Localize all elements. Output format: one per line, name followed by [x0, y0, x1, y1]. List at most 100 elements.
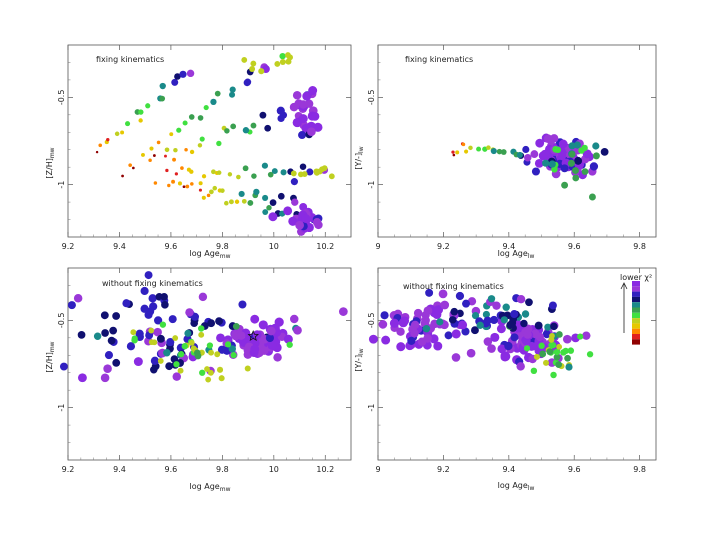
- data-point: [128, 163, 132, 167]
- data-point: [560, 164, 569, 173]
- data-point: [73, 294, 83, 303]
- data-point: [186, 69, 195, 78]
- data-point: [510, 333, 519, 342]
- data-point: [156, 334, 165, 343]
- data-point: [188, 114, 195, 120]
- y-tick-label: -1: [57, 181, 66, 189]
- data-point: [204, 366, 210, 372]
- data-point: [380, 311, 389, 320]
- data-point: [145, 103, 151, 109]
- data-point: [280, 169, 287, 176]
- data-point: [181, 343, 188, 350]
- tick-marks: [377, 267, 657, 461]
- x-tick-label: 9.6: [165, 242, 178, 251]
- y-tick-label: -0.5: [367, 313, 376, 329]
- data-point: [313, 168, 320, 175]
- plot-frame: [67, 267, 352, 461]
- data-point: [132, 166, 135, 170]
- data-point: [539, 350, 547, 358]
- data-point: [182, 120, 188, 126]
- data-point: [291, 198, 299, 206]
- data-point: [543, 134, 553, 144]
- data-point: [301, 214, 311, 223]
- data-point: [436, 318, 444, 326]
- x-axis-label: log Agelw: [498, 481, 535, 492]
- data-point: [148, 158, 152, 163]
- data-point: [553, 353, 561, 361]
- data-point: [216, 140, 222, 147]
- colorbar-swatch: [632, 328, 640, 334]
- data-point: [531, 167, 540, 176]
- data-point: [550, 322, 558, 331]
- data-point: [568, 142, 576, 150]
- data-point: [207, 369, 214, 376]
- data-point: [185, 308, 194, 317]
- data-point: [144, 271, 153, 280]
- data-point: [530, 367, 538, 375]
- data-point: [114, 131, 120, 137]
- data-point: [182, 185, 186, 189]
- panel-top-left: fixing kinematics 9.2 9.4 9.6 9.8 10 10.2 -0.5…: [45, 44, 352, 260]
- data-point: [100, 311, 109, 320]
- data-point: [381, 335, 391, 345]
- data-point: [250, 60, 257, 67]
- data-point: [216, 333, 225, 343]
- data-point: [307, 127, 316, 137]
- data-point: [178, 351, 185, 358]
- data-point: [548, 336, 555, 343]
- data-point: [184, 147, 188, 152]
- tick-marks: [377, 44, 657, 238]
- colorbar-swatch: [632, 302, 640, 308]
- data-point: [241, 57, 248, 63]
- data-point: [530, 150, 539, 158]
- data-point: [163, 348, 171, 357]
- x-tick-label: 10: [269, 465, 279, 474]
- data-point: [169, 132, 174, 137]
- data-point: [238, 190, 245, 198]
- data-point: [149, 146, 154, 151]
- panel-title: fixing kinematics: [96, 55, 164, 64]
- data-point: [199, 369, 206, 376]
- data-point: [152, 154, 156, 157]
- data-point: [166, 338, 175, 347]
- data-point: [144, 310, 153, 319]
- data-point: [241, 198, 247, 204]
- data-point: [267, 171, 274, 178]
- data-point: [59, 362, 68, 371]
- data-point: [210, 98, 217, 105]
- data-point: [600, 147, 609, 156]
- data-point: [571, 167, 579, 175]
- data-point: [567, 159, 575, 167]
- data-point: [486, 145, 491, 150]
- data-point: [153, 327, 162, 337]
- data-point: [516, 362, 525, 371]
- data-point: [250, 344, 260, 354]
- data-point: [174, 73, 181, 80]
- x-tick-label: 9.8: [633, 465, 646, 474]
- data-point: [586, 351, 594, 358]
- x-tick-label: 10.2: [316, 242, 334, 251]
- data-point: [131, 336, 138, 344]
- data-point: [232, 322, 240, 330]
- data-point: [216, 366, 224, 373]
- colorbar-swatch: [632, 312, 640, 319]
- data-point: [524, 154, 532, 162]
- panel-title: without fixing kinematics: [102, 279, 203, 288]
- data-point: [290, 178, 298, 186]
- data-point: [262, 209, 269, 215]
- data-point: [556, 331, 563, 338]
- colorbar-swatches: [632, 281, 640, 345]
- data-point: [487, 344, 496, 353]
- data-point: [224, 341, 232, 348]
- data-point: [236, 174, 241, 180]
- data-point: [199, 136, 205, 142]
- data-point: [283, 206, 293, 216]
- data-point: [451, 150, 455, 154]
- tick-labels: 9.2 9.4 9.6 9.8 10 10.2 -0.5 -1: [57, 90, 334, 251]
- data-point: [464, 149, 469, 154]
- data-point: [378, 320, 388, 329]
- x-tick-label: 9.2: [62, 242, 75, 251]
- data-point: [217, 345, 227, 354]
- data-point: [516, 294, 526, 304]
- data-point: [214, 90, 221, 97]
